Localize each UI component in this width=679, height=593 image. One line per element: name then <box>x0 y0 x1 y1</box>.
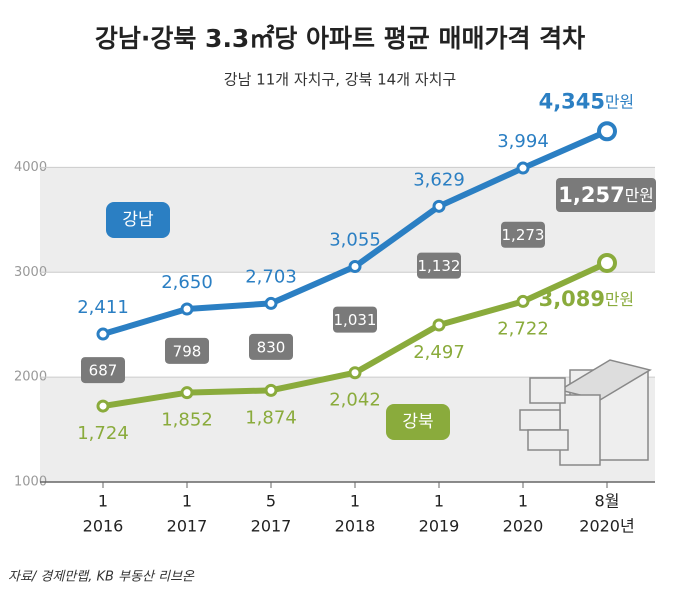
x-tick-label: 1 <box>182 492 192 511</box>
gap-box <box>81 357 125 384</box>
legend-box <box>386 404 450 440</box>
gap-label: 830 <box>257 338 286 356</box>
point <box>516 161 530 175</box>
value-label: 3,994 <box>497 131 549 152</box>
x-tick-label: 2020 <box>503 517 544 536</box>
x-tick-label: 1 <box>518 492 528 511</box>
point <box>180 302 194 316</box>
gap-label: 1,273 <box>502 226 545 244</box>
value-label: 2,042 <box>329 390 381 411</box>
value-label: 4,345만원 <box>539 89 634 113</box>
legend-label: 강남 <box>122 210 154 230</box>
gap-box <box>249 333 293 360</box>
x-tick-label: 2016 <box>83 517 124 536</box>
gap-label: 1,132 <box>418 257 461 275</box>
gap-box <box>333 306 377 333</box>
plot-area: 1000 2000 3000 4000 1 2016 1 2017 5 2017 1 2018 1 201… <box>14 89 656 536</box>
legend-label: 강북 <box>402 412 433 432</box>
point <box>96 399 110 413</box>
x-tick-label: 2019 <box>419 517 460 536</box>
value-label: 1,852 <box>161 410 213 431</box>
point <box>597 252 617 273</box>
point <box>348 366 362 380</box>
x-tick-label: 2017 <box>251 517 292 536</box>
y-tick-label: 1000 <box>14 475 47 490</box>
x-tick-label: 2020년 <box>579 517 634 536</box>
point <box>348 260 362 274</box>
gap-box <box>165 337 209 364</box>
value-label: 2,497 <box>413 342 465 363</box>
point <box>180 386 194 400</box>
x-tick-label: 2017 <box>167 517 208 536</box>
chart-title: 강남·강북 3.3㎡당 아파트 평균 매매가격 격차 <box>95 24 585 53</box>
point <box>96 327 110 341</box>
point <box>516 294 530 308</box>
x-tick-label: 1 <box>350 492 360 511</box>
y-tick-label: 4000 <box>14 160 47 175</box>
value-label: 2,650 <box>161 272 213 293</box>
value-label: 2,411 <box>77 297 129 318</box>
x-tick-label: 2018 <box>335 517 376 536</box>
point <box>432 318 446 332</box>
x-tick-label: 5 <box>266 492 276 511</box>
legend-box <box>106 202 170 238</box>
y-tick-label: 2000 <box>14 370 47 385</box>
chart-subtitle: 강남 11개 자치구, 강북 14개 자치구 <box>224 71 456 89</box>
gap-label: 798 <box>173 342 202 360</box>
gap-box <box>501 221 545 248</box>
building-icon <box>519 359 652 466</box>
gap-label: 1,031 <box>334 311 377 329</box>
value-label: 1,874 <box>245 407 297 428</box>
value-label: 3,055 <box>329 230 381 251</box>
value-label: 3,629 <box>413 169 465 190</box>
gap-box <box>556 178 656 212</box>
point <box>264 296 278 310</box>
value-label: 1,724 <box>77 423 129 444</box>
x-tick-label: 8월 <box>595 492 620 511</box>
value-label: 2,703 <box>245 266 297 287</box>
gap-box <box>417 252 461 279</box>
gap-label: 687 <box>89 362 118 380</box>
point <box>264 383 278 397</box>
x-tick-label: 1 <box>98 492 108 511</box>
value-label: 2,722 <box>497 318 549 339</box>
x-tick-label: 1 <box>434 492 444 511</box>
source: 자료/ 경제만랩, KB 부동산 리브온 <box>8 570 195 585</box>
point <box>432 199 446 213</box>
y-tick-label: 3000 <box>14 265 47 280</box>
gap-label: 1,257만원 <box>558 183 653 207</box>
value-label: 3,089만원 <box>539 287 634 311</box>
point <box>597 121 617 142</box>
